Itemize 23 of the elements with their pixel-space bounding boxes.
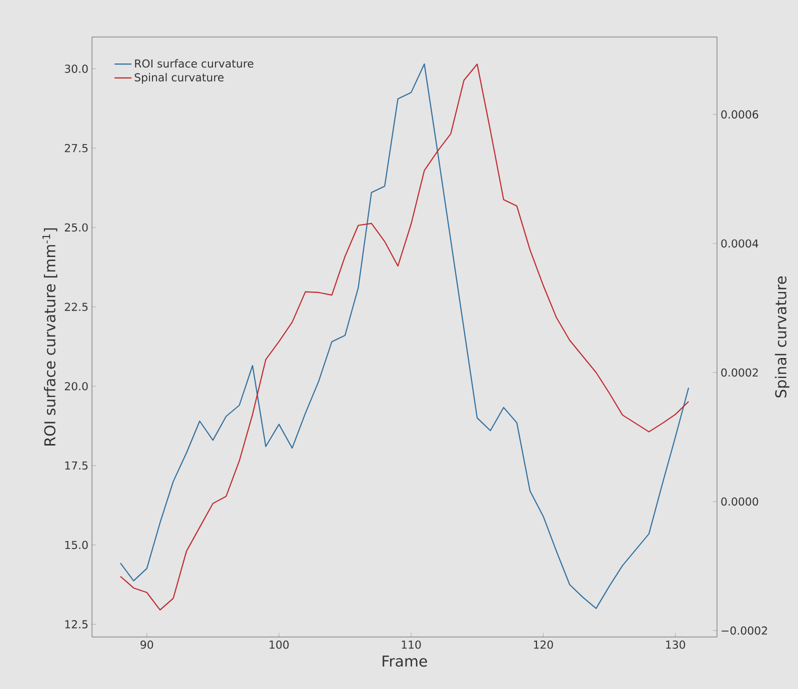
y2-tick-label: 0.0006 [721,110,758,119]
y2-tick-label: 0.0002 [721,368,758,377]
y-tick-label: 17.5 [65,462,88,470]
y-tick-label: 15.0 [65,540,88,550]
legend-label: Spinal curvature [134,72,224,84]
y-tick-label: 20.0 [64,382,88,390]
y2-tick-label: 0.0004 [721,239,758,248]
y2-tick-label: −0.0002 [722,626,767,635]
x-tick-label: 120 [534,640,553,649]
y-tick-label: 30.0 [64,64,88,73]
y-tick-label: 12.5 [65,620,88,628]
y2-axis-title: Spinal curvature [774,276,790,398]
y-tick-label: 27.5 [64,144,88,152]
legend-label: ROI surface curvature [135,59,254,68]
y-axis-title: ROI surface curvature [mm$^{-1}$] [42,228,58,446]
x-tick-label: 110 [402,640,421,649]
x-tick-label: 90 [140,640,154,649]
y-tick-label: 22.5 [64,302,88,311]
y-tick-label: 25.0 [64,223,88,232]
x-tick-label: 100 [270,640,289,649]
y2-tick-label: 0.0000 [721,497,758,506]
x-axis-title: Frame [382,656,427,667]
x-tick-label: 130 [666,640,686,649]
